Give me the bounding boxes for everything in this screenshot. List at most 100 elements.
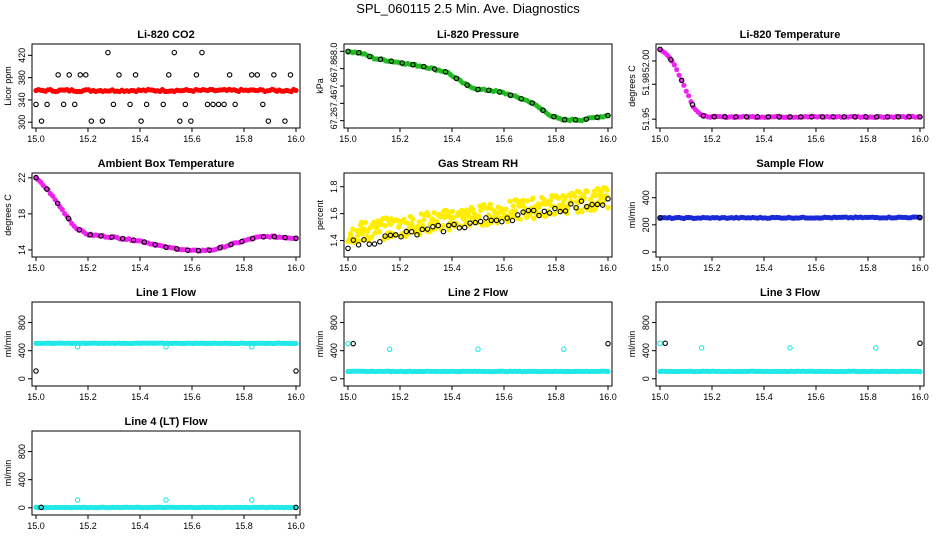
y-axis-label: ml/min [3,460,13,487]
data-point [578,198,585,204]
data-point [424,226,431,232]
chart-title: Li-820 Temperature [740,29,841,41]
data-point [44,101,50,108]
data-point [572,193,578,199]
plot-frame [655,172,925,258]
y-tick-label: 14 [17,245,27,255]
data-point [576,189,583,195]
data-point [743,114,750,120]
chart-panel: Line 2 Flow ml/min 15.0 15.2 15.4 15.6 15.8 16.… [315,287,617,402]
data-point [657,46,663,53]
x-tick-label: 16.0 [287,392,305,402]
data-point [557,208,563,215]
x-tick-label: 15.2 [703,263,721,273]
data-point [496,89,503,95]
data-point [668,56,674,63]
data-point [188,118,194,124]
data-point [350,237,357,243]
data-point [873,114,880,120]
x-tick-label: 16.0 [599,134,617,144]
y-axis-label: kPa [315,78,325,94]
data-point [365,228,371,235]
data-point [350,340,356,347]
data-point [787,114,793,120]
data-point [130,237,137,243]
data-point [59,206,65,213]
data-point [476,213,482,219]
plot-frame [31,430,301,516]
data-point [293,504,299,511]
data-point [518,95,525,102]
x-tick-label: 15.2 [391,263,409,273]
plot-frame [31,172,301,258]
x-tick-label: 15.2 [79,392,97,402]
x-tick-label: 15.0 [651,263,669,273]
y-tick-label: 400 [641,190,651,205]
data-points [657,46,923,121]
data-point [388,221,394,227]
data-point [366,53,373,60]
y-axis-label: Licor ppm [3,66,13,106]
y-tick-label: 0 [17,376,27,381]
y-tick-label: 67.2 [329,112,339,130]
data-point [461,224,468,231]
y-axis-label: ml/min [3,331,13,358]
data-point [287,72,294,78]
data-point [33,175,39,181]
chart-title: Line 2 Flow [448,287,508,299]
data-point [74,344,81,350]
y-tick-label: 800 [17,315,27,330]
y-axis-label: ml/min [627,202,637,229]
data-point [143,101,150,108]
data-point [520,209,526,215]
data-point [808,114,815,120]
x-tick-label: 16.0 [599,263,617,273]
data-point [584,203,590,210]
x-tick-label: 15.8 [235,263,253,273]
x-tick-label: 15.2 [79,134,97,144]
y-tick-label: 52.00 [641,50,651,73]
data-point [414,231,420,238]
data-point [38,118,45,124]
data-point [530,207,537,214]
x-tick-label: 15.4 [443,134,461,144]
x-tick-label: 15.0 [339,134,357,144]
x-tick-label: 15.0 [27,134,45,144]
data-point [776,114,782,120]
x-tick-label: 16.0 [911,263,929,273]
data-point [152,241,158,248]
y-tick-label: 800 [17,444,27,459]
data-point [819,114,826,120]
chart-title: Gas Stream RH [438,158,518,170]
data-point [442,69,449,75]
data-point [66,72,72,78]
x-tick-label: 15.4 [131,263,149,273]
data-point [109,234,115,240]
x-tick-label: 15.2 [391,134,409,144]
plot-frame [343,43,613,129]
data-point [426,212,432,219]
data-point [435,222,441,229]
data-point [605,368,611,375]
x-tick-label: 15.4 [131,392,149,402]
data-point [372,230,378,236]
data-point [546,210,553,216]
data-point [440,222,446,229]
data-point [271,72,277,78]
data-point [568,201,574,207]
x-tick-label: 15.6 [495,134,513,144]
x-tick-label: 16.0 [287,521,305,531]
data-point [456,225,463,231]
x-tick-label: 15.8 [547,392,565,402]
y-tick-label: 51.95 [641,108,651,131]
data-point [408,228,415,235]
data-point [204,101,211,108]
data-point [584,189,591,195]
data-point [711,114,717,120]
data-point [77,72,84,78]
data-point [507,92,514,98]
data-point [206,247,213,253]
data-points [33,49,299,124]
chart-title: Li-820 CO2 [137,29,194,41]
data-points [345,48,611,124]
